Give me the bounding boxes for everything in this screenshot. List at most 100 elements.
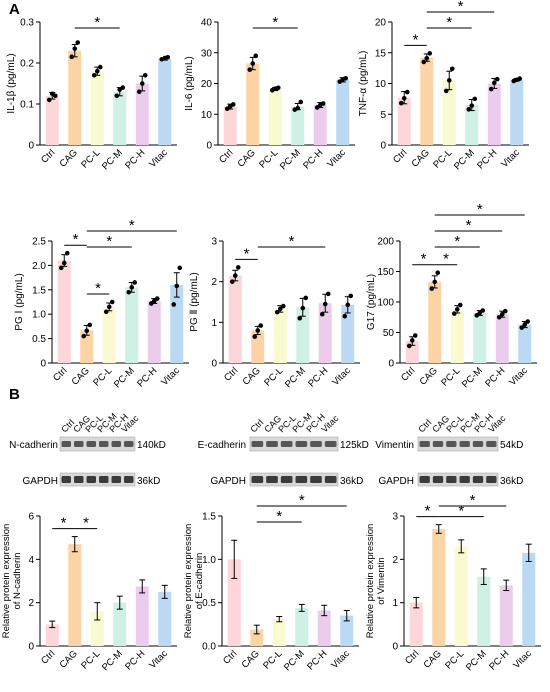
protein-band — [99, 441, 109, 447]
blot-target-kd: 140kD — [137, 440, 166, 451]
protein-band — [432, 441, 444, 447]
data-point — [519, 325, 525, 330]
y-tick-label: 2 — [392, 555, 398, 566]
significance-star: * — [421, 251, 427, 268]
data-point — [496, 314, 502, 320]
protein-band — [74, 441, 84, 447]
data-point — [449, 66, 455, 72]
bar — [113, 602, 127, 646]
protein-band — [111, 441, 121, 447]
y-axis-label: PG Ⅱ (pg/mL) — [189, 272, 200, 331]
y-tick-label: 30 — [201, 48, 213, 59]
x-tick-label: Ctrl — [221, 648, 239, 666]
x-tick-label: PC-H — [475, 147, 499, 171]
y-tick-label: 100 — [377, 298, 394, 309]
chart-tnfa: 0 5 10 15 20 TNF-α (pg/mL) Ctrl CAG PC-LPC-MPC-H… — [358, 0, 529, 172]
y-tick-label: 0.0 — [202, 642, 216, 653]
data-point — [114, 93, 120, 99]
x-tick-label: PC-L — [79, 648, 102, 671]
x-tick-label: Vitac — [330, 365, 353, 388]
data-point — [174, 283, 180, 289]
significance-star: * — [413, 31, 419, 48]
gapdh-band — [86, 476, 96, 483]
data-point — [491, 80, 497, 86]
y-tick-label: 2 — [211, 277, 217, 288]
data-point — [275, 85, 281, 91]
x-tick-label: Vitac — [147, 648, 170, 671]
y-tick-label: 0 — [206, 141, 212, 152]
y-tick-label: 0 — [28, 642, 34, 653]
data-point — [348, 293, 354, 299]
bar — [135, 83, 149, 145]
data-point — [139, 81, 145, 86]
panel-label-b: B — [9, 386, 20, 403]
data-point — [58, 265, 64, 271]
data-point — [250, 61, 256, 66]
x-tick-label: PC-L — [431, 147, 454, 170]
data-point — [129, 285, 135, 290]
blot-n-cadherin: CtrlCAGPC-LPC-MPC-HVitacN-cadherinGAPDH1… — [9, 411, 166, 487]
gapdh-band — [280, 476, 293, 483]
protein-band — [266, 441, 278, 447]
data-point — [454, 307, 460, 312]
data-point — [252, 334, 258, 339]
data-point — [72, 46, 78, 51]
data-point — [142, 73, 148, 78]
y-tick-label: 0.3 — [20, 18, 34, 29]
y-tick-label: 5 — [380, 110, 386, 121]
data-point — [345, 302, 351, 308]
x-tick-label: PC-L — [79, 147, 102, 170]
data-point — [235, 265, 241, 270]
data-point — [457, 302, 463, 308]
x-tick-label: PC-L — [262, 365, 285, 388]
y-axis-label: G17 (pg/mL) — [366, 274, 377, 330]
bar — [510, 79, 524, 145]
bar — [473, 312, 487, 363]
bar — [465, 105, 479, 145]
x-tick-label: PC-M — [100, 648, 125, 673]
gapdh-band — [266, 476, 278, 483]
y-axis-label: TNF-α (pg/mL) — [358, 51, 369, 117]
bar — [317, 610, 331, 646]
x-tick-label: PC-M — [460, 365, 485, 390]
gapdh-band — [74, 476, 84, 483]
chart-il6: 0 10 20 30 40 IL-6 (pg/mL) Ctrl CAG PC-LPC-MPC-H… — [184, 14, 355, 172]
protein-band — [324, 441, 337, 447]
protein-band — [486, 441, 497, 447]
significance-star: * — [458, 503, 464, 520]
blot-target-label: E-cadherin — [198, 440, 246, 451]
y-tick-label: 1 — [211, 318, 217, 329]
significance-star: * — [276, 508, 282, 525]
gapdh-band — [124, 476, 134, 483]
blot-loading-label: GAPDH — [22, 476, 58, 487]
x-tick-label: PC-M — [100, 147, 125, 172]
data-point — [295, 105, 301, 111]
bar — [135, 586, 149, 646]
x-tick-label: Vitac — [329, 648, 352, 671]
significance-star: * — [299, 492, 305, 509]
data-point — [443, 88, 449, 94]
data-point — [52, 93, 58, 99]
data-point — [343, 75, 349, 81]
y-axis-label: Relative protein expression — [1, 524, 12, 639]
data-point — [488, 86, 494, 92]
bar — [432, 529, 446, 646]
chart-pg1: 00.51.01.52.02.5PG Ⅰ (pg/mL)Ctrl CAG PC-LP… — [14, 217, 189, 390]
bar — [518, 324, 532, 363]
x-tick-label: Ctrl — [217, 147, 235, 165]
blot-loading-kd: 36kD — [500, 476, 523, 487]
data-point — [432, 279, 438, 285]
significance-star: * — [458, 0, 464, 15]
data-point — [502, 308, 508, 314]
y-tick-label: 1 — [392, 598, 398, 609]
data-point — [277, 306, 283, 312]
y-axis-label: Relative protein expression — [183, 524, 194, 639]
protein-band — [61, 441, 71, 447]
y-tick-label: 1.5 — [202, 512, 216, 523]
significance-star: * — [272, 14, 278, 31]
x-tick-label: PC-L — [261, 648, 284, 671]
gapdh-band — [324, 476, 337, 483]
data-point — [165, 54, 171, 60]
x-tick-label: Vitac — [511, 648, 534, 671]
